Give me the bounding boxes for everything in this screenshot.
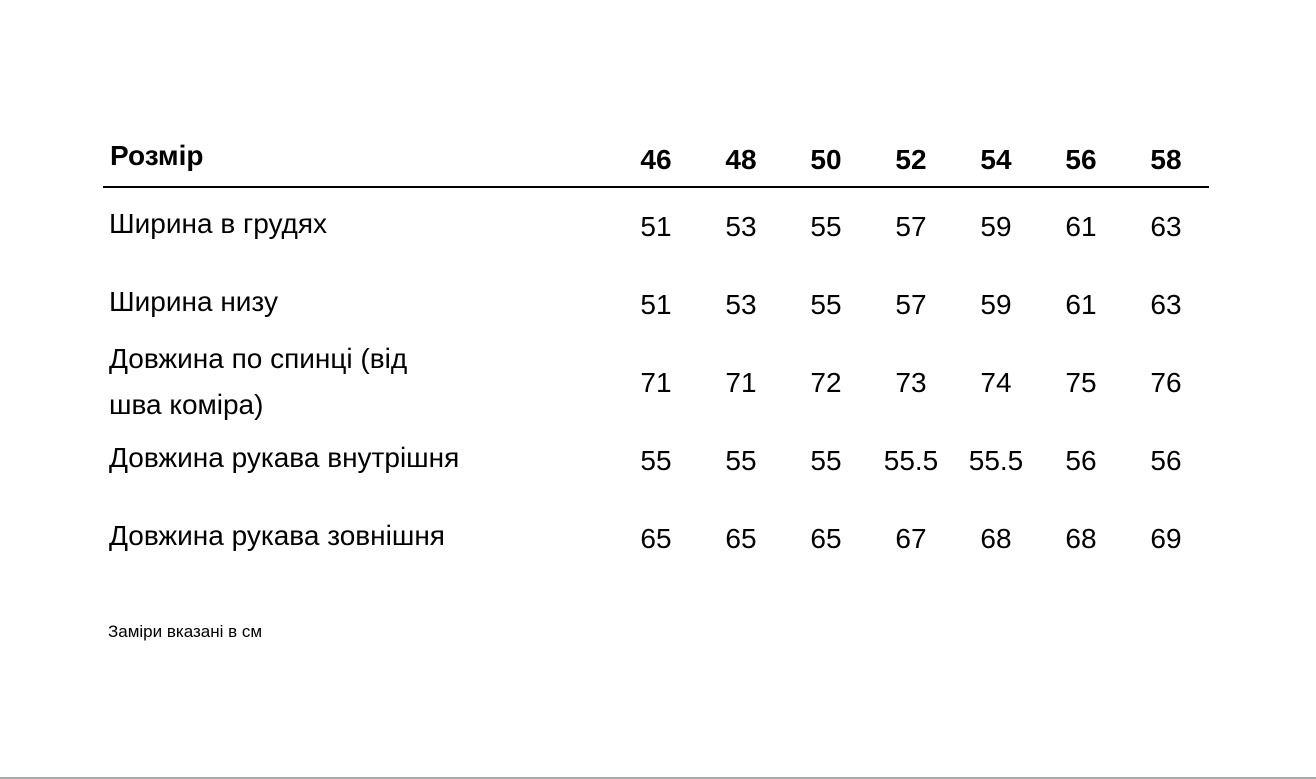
header-size-54: 54	[980, 144, 1012, 175]
table-cell: 55	[810, 289, 842, 320]
table-cell: 69	[1150, 523, 1182, 554]
table-cell: 61	[1065, 211, 1097, 242]
table-cell: 57	[895, 289, 927, 320]
table-cell: 55.5	[883, 445, 939, 476]
table-cell: 61	[1065, 289, 1097, 320]
header-size-48: 48	[725, 144, 757, 175]
table-cell: 59	[980, 289, 1012, 320]
header-size-label: Розмір	[110, 140, 204, 171]
table-cell: 76	[1150, 367, 1182, 398]
table-cell: 53	[725, 211, 757, 242]
header-size-58: 58	[1150, 144, 1182, 175]
table-cell: 55	[810, 211, 842, 242]
table-cell: 67	[895, 523, 927, 554]
table-cell: 74	[980, 367, 1012, 398]
table-cell: 71	[725, 367, 757, 398]
table-cell: 75	[1065, 367, 1097, 398]
table-cell: 63	[1150, 289, 1182, 320]
table-cell: 72	[810, 367, 842, 398]
table-cell: 68	[1065, 523, 1097, 554]
table-cell: 59	[980, 211, 1012, 242]
table-cell: 65	[810, 523, 842, 554]
table-cell: 63	[1150, 211, 1182, 242]
table-cell: 57	[895, 211, 927, 242]
table-cell: 55	[810, 445, 842, 476]
table-cell: 71	[640, 367, 672, 398]
table-cell: 56	[1065, 445, 1097, 476]
table-cell: 55	[725, 445, 757, 476]
row-label: шва коміра)	[109, 389, 264, 420]
row-label: Довжина по спинці (від	[109, 343, 408, 374]
row-label: Ширина низу	[109, 286, 278, 317]
header-size-56: 56	[1065, 144, 1097, 175]
measurement-note: Заміри вказані в см	[108, 622, 263, 641]
table-cell: 65	[640, 523, 672, 554]
header-divider	[103, 186, 1209, 188]
table-cell: 65	[725, 523, 757, 554]
table-cell: 51	[640, 211, 672, 242]
header-size-50: 50	[810, 144, 842, 175]
table-cell: 55.5	[968, 445, 1024, 476]
row-label: Довжина рукава зовнішня	[109, 520, 445, 551]
table-cell: 51	[640, 289, 672, 320]
table-cell: 55	[640, 445, 672, 476]
header-size-52: 52	[895, 144, 927, 175]
row-label: Довжина рукава внутрішня	[109, 442, 460, 473]
header-size-46: 46	[640, 144, 672, 175]
bottom-divider	[0, 777, 1316, 779]
table-cell: 73	[895, 367, 927, 398]
table-cell: 56	[1150, 445, 1182, 476]
row-label: Ширина в грудях	[109, 208, 328, 239]
table-cell: 53	[725, 289, 757, 320]
table-cell: 68	[980, 523, 1012, 554]
